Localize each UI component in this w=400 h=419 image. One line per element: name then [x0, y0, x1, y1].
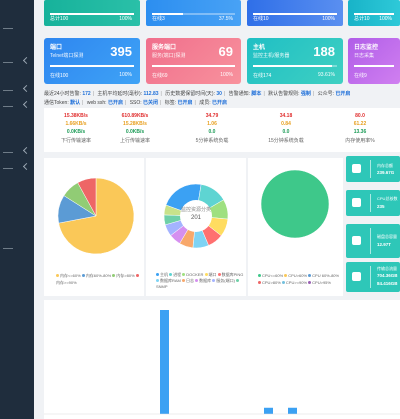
- traffic-stats-panel: 15.38KB/s 1.66KB/s 0.0KB/s 下行传输速率 610.89KB/…: [44, 108, 400, 152]
- stat-memory: 80.0 61.22 13.36 内存使用率%: [345, 113, 375, 144]
- log-card[interactable]: 日志监控 日志采集 在线9: [348, 38, 400, 84]
- info-line-2: 通信Token: 默认 | web ssh: 已开启 | SSO: 已关闭 | 标签:…: [44, 100, 228, 106]
- database-icon: [352, 236, 361, 245]
- resource-donut-chart[interactable]: [146, 158, 246, 268]
- resource-donut-panel: 监控资源分类 201 主机 进程 DOCKER 端口 数据库PING 数据库RA…: [146, 158, 246, 296]
- stat-load15: 34.18 0.84 0.0 15分钟系统负载: [268, 113, 304, 144]
- stat-download: 15.38KB/s 1.66KB/s 0.0KB/s 下行传输速率: [60, 113, 91, 144]
- port-card[interactable]: 端口 Telnet端口探测 395 在线100 100%: [44, 38, 140, 84]
- disk-total-card[interactable]: 磁盘总容量 12.97T: [346, 224, 400, 258]
- card-rate: 100%: [220, 72, 233, 78]
- card-rate: 100%: [119, 72, 132, 78]
- memory-pie-chart[interactable]: [44, 158, 144, 268]
- stat-card[interactable]: 在线10 100%: [247, 0, 343, 26]
- pie-slice[interactable]: [77, 177, 97, 217]
- stat-card[interactable]: 总计100 100%: [44, 0, 140, 26]
- card-online: 总计100: [50, 16, 69, 22]
- memory-icon: [352, 164, 361, 173]
- members-link[interactable]: 已开启: [212, 100, 228, 106]
- sidebar-item[interactable]: [0, 100, 34, 114]
- retention-days: 30: [216, 91, 222, 97]
- card-online: 在线100: [50, 73, 69, 79]
- card-subtitle: 服务(端口)探测: [152, 53, 186, 59]
- card-rate: 37.5%: [218, 16, 233, 22]
- memory-total-card[interactable]: 内存总额 239.67G: [346, 156, 400, 182]
- cpu-pie-panel: CPU<=60% CPU>60% CPU 60%-80% CPU>80% CPU…: [248, 158, 343, 296]
- sidebar: [0, 0, 34, 419]
- donut-hole: [180, 200, 212, 232]
- donut-count: 201: [190, 215, 201, 221]
- chevron-icon: [22, 162, 31, 171]
- wechat-status[interactable]: 已开启: [335, 91, 351, 97]
- donut-title: 监控资源分类: [180, 207, 211, 213]
- stat-load5: 34.79 1.06 0.0 5分钟系统负载: [195, 113, 229, 144]
- memory-pie-panel: 内存<=60% 内存60%-80% 内存>80% 内存>=90%: [44, 158, 144, 296]
- card-value: 69: [218, 44, 233, 59]
- sidebar-item[interactable]: [0, 146, 34, 160]
- card-online: 在线174: [253, 73, 272, 79]
- stat-card[interactable]: 总计10 100%: [348, 0, 400, 26]
- card-value: 395: [110, 44, 132, 59]
- card-subtitle: 日志采集: [354, 53, 375, 59]
- card-title: 主机: [253, 45, 266, 51]
- card-value: 188: [313, 44, 335, 59]
- bar-chart[interactable]: [44, 300, 400, 419]
- alert-rule[interactable]: 强制: [300, 91, 311, 97]
- network-icon: [352, 272, 361, 281]
- chevron-icon: [22, 146, 31, 155]
- card-rate: 93.61%: [318, 72, 335, 78]
- chevron-icon: [22, 100, 31, 109]
- card-title: 服务端口: [152, 45, 177, 51]
- webssh-link[interactable]: 已开启: [107, 100, 123, 106]
- card-subtitle: Telnet端口探测: [50, 53, 84, 59]
- card-online: 在线10: [253, 16, 269, 22]
- chevron-icon: [22, 56, 31, 65]
- sidebar-item[interactable]: [0, 242, 34, 256]
- sidebar-item[interactable]: [0, 84, 34, 98]
- pie-legend: 内存<=60% 内存60%-80% 内存>80% 内存>=90%: [56, 272, 142, 286]
- stat-upload: 610.89KB/s 15.28KB/s 0.0KB/s 上行传输速率: [119, 113, 150, 144]
- host-card[interactable]: 主机 监控主机/服务器 188 在线174 93.61%: [247, 38, 343, 84]
- sso-link[interactable]: 已关闭: [143, 100, 159, 106]
- sidebar-item[interactable]: [0, 22, 34, 36]
- stat-card[interactable]: 在线3 37.5%: [146, 0, 241, 26]
- card-rate: 100%: [379, 16, 392, 22]
- donut-legend: 主机 进程 DOCKER 端口 数据库PING 数据库RAM 日志 数据库 服务…: [156, 272, 244, 289]
- bar[interactable]: [264, 407, 273, 414]
- card-online: 在线3: [152, 16, 165, 22]
- card-online: 在线9: [354, 73, 367, 79]
- chevron-icon: [22, 84, 31, 93]
- bar[interactable]: [288, 407, 297, 414]
- cpu-legend: CPU<=60% CPU>60% CPU 60%-80% CPU>80% CPU…: [258, 272, 342, 286]
- cpu-icon: [352, 198, 361, 207]
- card-rate: 100%: [322, 16, 335, 22]
- alert-notify[interactable]: 脚本: [251, 91, 262, 97]
- avg-latency: 112.83: [143, 91, 159, 97]
- card-subtitle: 监控主机/服务器: [253, 53, 290, 59]
- info-line-1: 最近24小时告警: 172 | 主机平均延时(毫秒): 112.83 | 历史数据保…: [44, 91, 351, 97]
- card-online: 总计10: [354, 16, 370, 22]
- sidebar-item[interactable]: [0, 162, 34, 176]
- cpu-total-card[interactable]: CPU总核数 235: [346, 190, 400, 216]
- pie-slice[interactable]: [260, 169, 330, 239]
- traffic-total-card[interactable]: 传输总流量 704.36GB 84.416GB: [346, 262, 400, 292]
- cpu-pie-chart[interactable]: [248, 158, 343, 268]
- service-port-card[interactable]: 服务端口 服务(端口)探测 69 在线69 100%: [146, 38, 241, 84]
- bar[interactable]: [160, 310, 169, 414]
- card-title: 端口: [50, 45, 63, 51]
- tags-link[interactable]: 已开启: [177, 100, 193, 106]
- card-rate: 100%: [119, 16, 132, 22]
- card-online: 在线69: [152, 73, 168, 79]
- alert-count: 172: [82, 91, 91, 97]
- card-title: 日志监控: [354, 45, 379, 51]
- bar-chart-panel: [44, 300, 400, 419]
- token-link[interactable]: 默认: [70, 100, 81, 106]
- sidebar-item[interactable]: [0, 56, 34, 70]
